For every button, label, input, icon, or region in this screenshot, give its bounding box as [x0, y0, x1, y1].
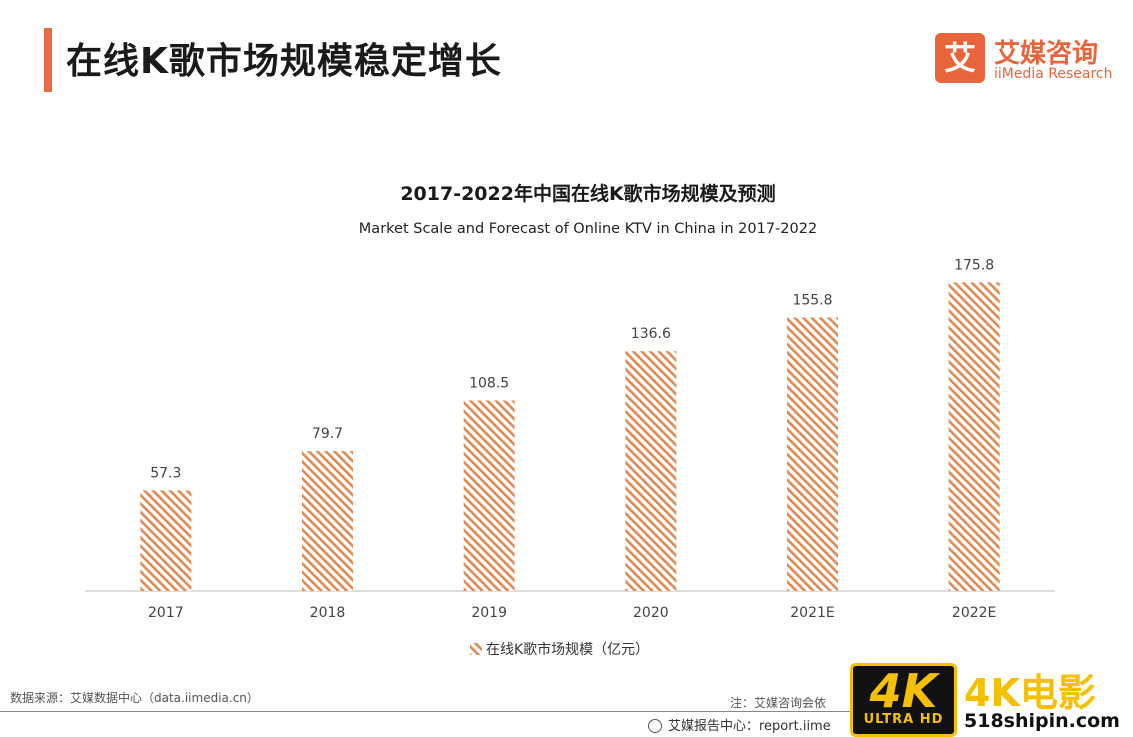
bar-2017: [140, 490, 192, 591]
watermark-badge-sub: ULTRA HD: [863, 712, 944, 727]
bar-2022E: [948, 282, 1000, 591]
legend-label: 在线K歌市场规模（亿元）: [486, 641, 649, 658]
watermark-site: 518shipin.com: [964, 710, 1120, 732]
watermark: 4K ULTRA HD 4K电影 518shipin.com: [847, 660, 1133, 737]
brand-name-cn: 艾媒咨询: [994, 39, 1099, 69]
logo-mark-glyph: 艾: [943, 39, 976, 77]
data-source: 数据来源：艾媒数据中心（data.iimedia.cn）: [10, 691, 259, 705]
data-label-2022E: 175.8: [954, 257, 994, 273]
chart-subtitle: Market Scale and Forecast of Online KTV …: [359, 221, 817, 237]
bar-2021E: [787, 317, 838, 591]
logo-mark-icon: 艾: [935, 33, 985, 83]
watermark-badge-text: 4K: [869, 664, 938, 718]
data-label-2019: 108.5: [469, 376, 509, 392]
legend-swatch: [470, 643, 482, 655]
brand-logo: 艾 艾媒咨询 iiMedia Research: [935, 33, 1115, 85]
chart-title: 2017-2022年中国在线K歌市场规模及预测: [400, 182, 775, 205]
data-label-2020: 136.6: [631, 326, 671, 342]
brand-name-en: iiMedia Research: [994, 66, 1113, 82]
x-tick-2019: 2019: [471, 605, 507, 621]
x-tick-2022E: 2022E: [952, 605, 996, 621]
page-title: 在线K歌市场规模稳定增长: [66, 41, 502, 82]
data-label-2021E: 155.8: [792, 292, 832, 308]
x-tick-2018: 2018: [310, 605, 346, 621]
data-label-2017: 57.3: [150, 465, 181, 481]
report-center: 艾媒报告中心：report.iime: [648, 715, 831, 734]
x-tick-2017: 2017: [148, 605, 184, 621]
globe-icon: [648, 719, 662, 733]
title-accent-bar: [44, 28, 52, 92]
data-label-2018: 79.7: [312, 426, 343, 442]
footer-divider: [0, 711, 850, 712]
report-center-text: 艾媒报告中心：report.iime: [668, 719, 831, 734]
bar-2019: [463, 400, 515, 591]
watermark-title: 4K电影: [964, 671, 1096, 715]
bars-group: 57.3 2017 79.7 2018 108.5 2019 136.6 2020 155.8 2…: [140, 257, 1000, 621]
watermark-badge: 4K ULTRA HD: [850, 663, 957, 737]
footnote: 注：艾媒咨询会依: [730, 696, 827, 710]
x-tick-2020: 2020: [633, 605, 669, 621]
bar-2020: [625, 351, 677, 591]
x-tick-2021E: 2021E: [790, 605, 834, 621]
bar-2018: [302, 451, 353, 591]
